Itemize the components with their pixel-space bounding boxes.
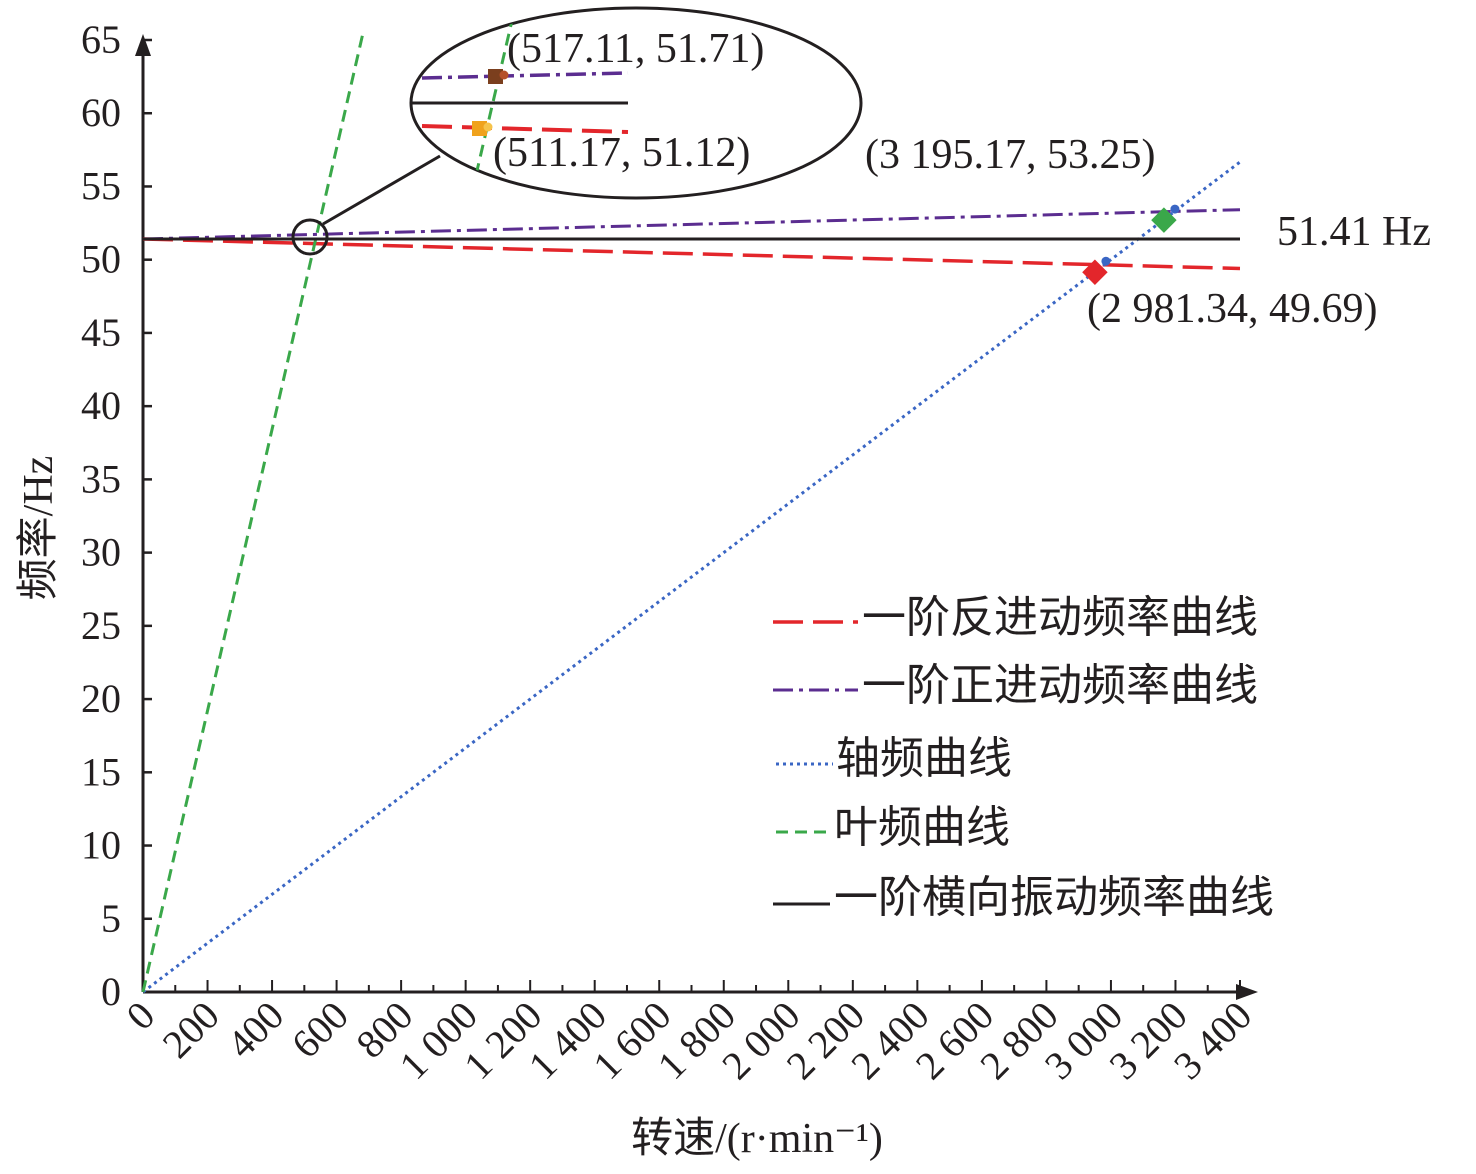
y-tick-label: 10	[81, 823, 121, 868]
x-tick-label: 600	[283, 993, 357, 1067]
y-tick-label: 45	[81, 310, 121, 355]
y-tick-label: 5	[101, 896, 121, 941]
intersection-point	[1101, 256, 1111, 266]
y-ticks	[143, 38, 152, 994]
y-tick-label: 65	[81, 17, 121, 62]
zoom-blade-frequency-line	[474, 11, 516, 176]
legend-item-shaft: 轴频曲线	[776, 734, 1012, 783]
legend-item-backward: 一阶反进动频率曲线	[773, 593, 1258, 642]
zoom-connector-line	[322, 154, 441, 226]
legend-item-lateral: 一阶横向振动频率曲线	[773, 873, 1274, 922]
legend-label-shaft: 轴频曲线	[836, 734, 1012, 783]
x-axis-arrow	[1236, 984, 1258, 1000]
marker-layer	[1082, 204, 1180, 285]
x-tick-label: 400	[218, 993, 292, 1067]
zoom-inset: (517.11, 51.71) (511.17, 51.12)	[291, 6, 863, 256]
annotation-zoom-forward: (517.11, 51.71)	[507, 26, 764, 72]
zoom-forward-line	[421, 71, 629, 80]
y-tick-label: 15	[81, 749, 121, 794]
legend-label-forward: 一阶正进动频率曲线	[862, 661, 1258, 710]
y-tick-label: 60	[81, 90, 121, 135]
series-line-1	[142, 208, 1241, 241]
zoom-backward-marker	[472, 121, 487, 136]
annotation-backward-intersection: (2 981.34, 49.69)	[1087, 286, 1377, 332]
y-tick-label: 55	[81, 163, 121, 208]
series-line-2	[142, 160, 1241, 994]
legend-item-blade: 叶频曲线	[776, 803, 1010, 852]
legend-label-lateral: 一阶横向振动频率曲线	[834, 873, 1274, 922]
y-tick-label: 50	[81, 237, 121, 282]
y-axis-arrow	[135, 34, 151, 56]
y-tick-label: 20	[81, 676, 121, 721]
legend-label-backward: 一阶反进动频率曲线	[862, 593, 1258, 642]
x-ticks	[142, 980, 1241, 992]
y-tick-labels: 0 5 10 15 20 25 30 35 40 45 50 55 60 65	[81, 17, 121, 1014]
x-tick-label: 200	[154, 993, 228, 1067]
y-tick-label: 30	[81, 530, 121, 575]
y-tick-label: 0	[101, 969, 121, 1014]
legend: 一阶反进动频率曲线 一阶正进动频率曲线 轴频曲线 叶频曲线 一阶横向振动频率曲线	[773, 593, 1274, 922]
annotation-forward-intersection: (3 195.17, 53.25)	[865, 132, 1155, 178]
y-axis-title: 频率/Hz	[15, 456, 62, 601]
y-tick-label: 40	[81, 383, 121, 428]
y-tick-label: 35	[81, 456, 121, 501]
legend-item-forward: 一阶正进动频率曲线	[773, 661, 1258, 710]
zoom-forward-point	[499, 70, 509, 80]
y-tick-label: 25	[81, 603, 121, 648]
annotation-lateral-frequency: 51.41 Hz	[1277, 209, 1431, 255]
intersection-point	[1170, 204, 1180, 214]
zoom-backward-point	[483, 122, 493, 132]
annotation-zoom-backward: (511.17, 51.12)	[493, 130, 750, 176]
x-axis-title: 转速/(r·min⁻¹)	[631, 1116, 883, 1162]
legend-label-blade: 叶频曲线	[834, 803, 1010, 852]
zoom-backward-line	[421, 124, 629, 134]
zoom-focus-circle	[291, 218, 329, 256]
zoom-forward-marker	[488, 69, 503, 84]
series-line-3	[141, 35, 364, 993]
